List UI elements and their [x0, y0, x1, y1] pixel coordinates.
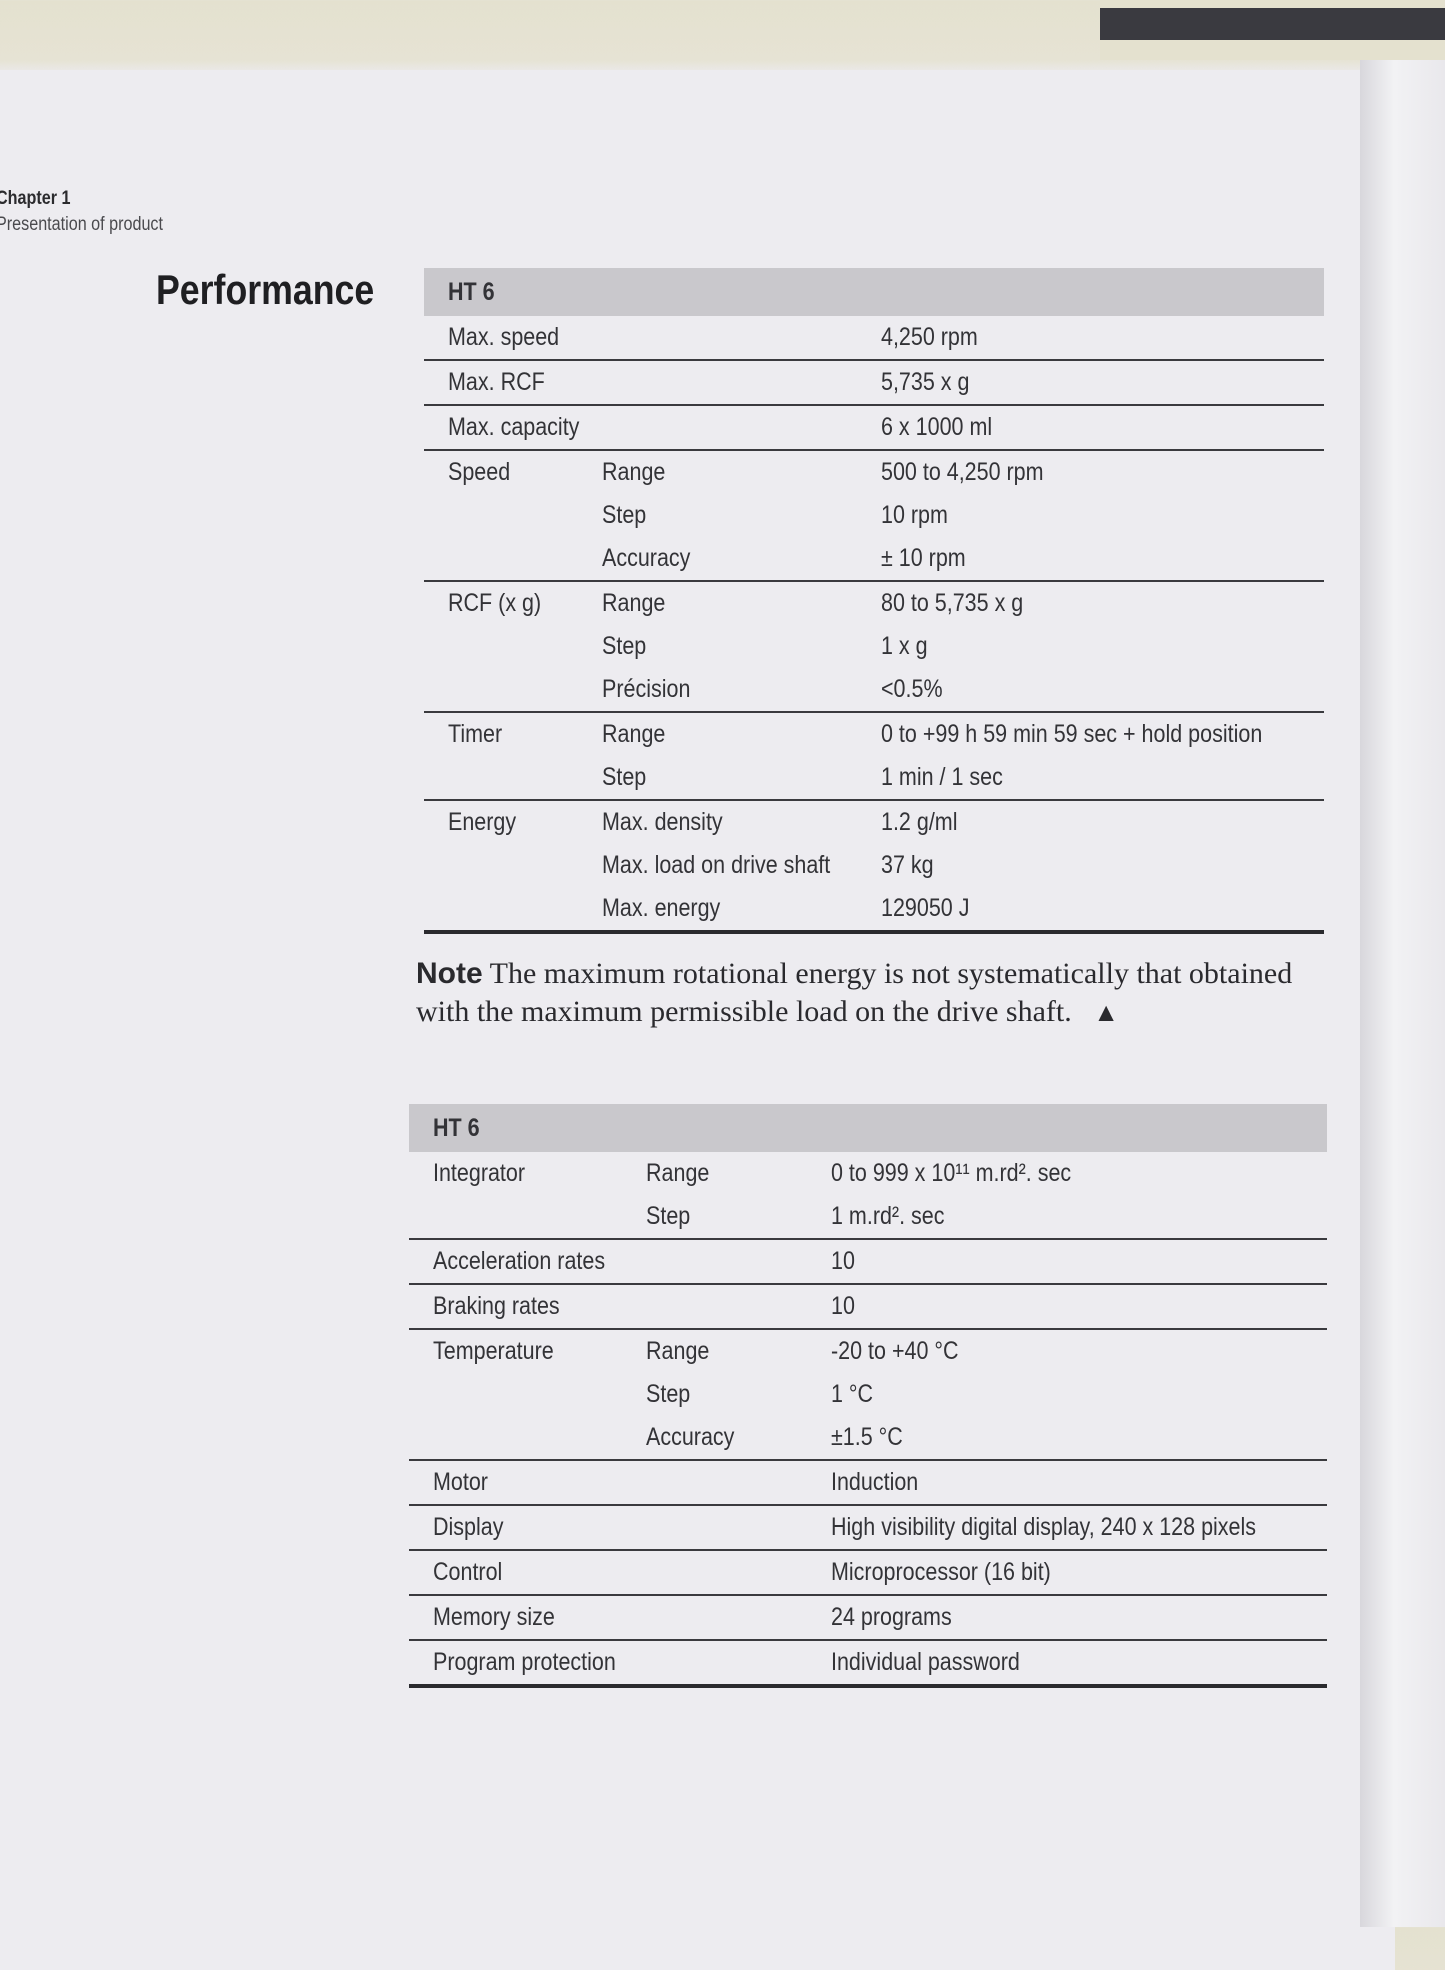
row-value: 500 to 4,250 rpm [880, 458, 1044, 486]
table-row: RCF (x g) Range 80 to 5,735 x g [424, 580, 1324, 625]
table-row: Step 10 rpm [424, 494, 1324, 537]
table-row: Display High visibility digital display, … [409, 1504, 1327, 1550]
row-value: 1 m.rd². sec [830, 1202, 945, 1230]
row-sublabel: Range [645, 1159, 709, 1187]
row-sublabel: Précision [602, 675, 691, 703]
end-triangle-icon: ▲ [1093, 998, 1119, 1027]
row-value: -20 to +40 °C [830, 1337, 959, 1365]
row-value: High visibility digital display, 240 x 1… [830, 1513, 1256, 1541]
row-value: Microprocessor (16 bit) [830, 1558, 1051, 1586]
table-row: Control Microprocessor (16 bit) [409, 1549, 1327, 1595]
table-row: Précision <0.5% [424, 668, 1324, 712]
table-row: Integrator Range 0 to 999 x 10¹¹ m.rd². se… [409, 1152, 1327, 1195]
row-label: Display [433, 1513, 504, 1541]
chapter-subtitle: Presentation of product [0, 214, 163, 235]
row-value: 4,250 rpm [880, 323, 978, 351]
row-value: 1.2 g/ml [880, 808, 958, 836]
row-sublabel: Step [602, 763, 647, 791]
row-sublabel: Step [645, 1202, 690, 1230]
row-value: <0.5% [880, 675, 943, 703]
table-row: Energy Max. density 1.2 g/ml [424, 799, 1324, 844]
row-value: 1 °C [830, 1380, 873, 1408]
table-title: HT 6 [433, 1113, 480, 1142]
row-sublabel: Max. energy [602, 894, 721, 922]
row-label: Temperature [433, 1337, 554, 1365]
row-label: Acceleration rates [433, 1247, 606, 1275]
row-label: Control [433, 1558, 503, 1586]
row-label: Timer [448, 720, 503, 748]
table-title: HT 6 [448, 277, 495, 306]
table-row: Step 1 °C [409, 1373, 1327, 1416]
row-sublabel: Step [602, 501, 647, 529]
next-page-edge [1360, 60, 1445, 1927]
row-sublabel: Step [602, 632, 647, 660]
table-row: Max. RCF 5,735 x g [424, 359, 1324, 405]
row-sublabel: Range [602, 458, 666, 486]
row-value: 24 programs [830, 1603, 952, 1631]
row-label: Max. capacity [448, 413, 580, 441]
row-label: Memory size [433, 1603, 555, 1631]
chapter-label: Chapter 1 [0, 188, 71, 209]
performance-table: HT 6 Max. speed 4,250 rpm Max. RCF 5,735 x g… [424, 268, 1324, 934]
row-value: 0 to 999 x 10¹¹ m.rd². sec [830, 1159, 1071, 1187]
table-row: Max. speed 4,250 rpm [424, 316, 1324, 360]
row-value: 1 x g [880, 632, 928, 660]
table-row: Speed Range 500 to 4,250 rpm [424, 449, 1324, 494]
row-sublabel: Accuracy [602, 544, 691, 572]
row-sublabel: Range [602, 589, 666, 617]
specifications-table: HT 6 Integrator Range 0 to 999 x 10¹¹ m.rd²… [409, 1104, 1327, 1688]
table-row: Memory size 24 programs [409, 1594, 1327, 1640]
section-title: Performance [156, 266, 375, 313]
table-row: Accuracy ± 10 rpm [424, 537, 1324, 581]
table-row: Max. capacity 6 x 1000 ml [424, 404, 1324, 450]
row-value: 37 kg [880, 851, 934, 879]
table-row: Acceleration rates 10 [409, 1238, 1327, 1284]
table-row: Step 1 m.rd². sec [409, 1195, 1327, 1239]
table-row: Motor Induction [409, 1459, 1327, 1505]
table-row: Step 1 x g [424, 625, 1324, 668]
row-value: 10 [830, 1247, 855, 1275]
row-value: 80 to 5,735 x g [880, 589, 1023, 617]
row-value: 129050 J [880, 894, 970, 922]
note-label: Note [416, 957, 483, 990]
table-row: Temperature Range -20 to +40 °C [409, 1328, 1327, 1373]
row-sublabel: Range [645, 1337, 709, 1365]
table-header: HT 6 [409, 1104, 1327, 1152]
table-row: Accuracy ±1.5 °C [409, 1416, 1327, 1460]
row-label: Program protection [433, 1648, 616, 1676]
row-label: Speed [448, 458, 511, 486]
row-sublabel: Max. load on drive shaft [602, 851, 831, 879]
table-row: Step 1 min / 1 sec [424, 756, 1324, 800]
row-label: Max. speed [448, 323, 560, 351]
row-value: ± 10 rpm [880, 544, 966, 572]
row-label: RCF (x g) [448, 589, 542, 617]
row-sublabel: Step [645, 1380, 690, 1408]
row-sublabel: Max. density [602, 808, 724, 836]
row-value: 1 min / 1 sec [880, 763, 1003, 791]
row-label: Max. RCF [448, 368, 545, 396]
row-value: 0 to +99 h 59 min 59 sec + hold position [880, 720, 1262, 748]
note-text: The maximum rotational energy is not sys… [416, 957, 1293, 1028]
row-label: Integrator [433, 1159, 526, 1187]
row-sublabel: Accuracy [645, 1423, 735, 1451]
row-value: ±1.5 °C [830, 1423, 903, 1451]
row-value: Individual password [830, 1648, 1020, 1676]
background-object [1100, 0, 1445, 60]
table-row: Braking rates 10 [409, 1283, 1327, 1329]
row-label: Energy [448, 808, 517, 836]
table-row: Timer Range 0 to +99 h 59 min 59 sec + hol… [424, 711, 1324, 756]
row-sublabel: Range [602, 720, 666, 748]
row-value: 6 x 1000 ml [880, 413, 992, 441]
table-row: Program protection Individual password [409, 1639, 1327, 1688]
table-row: Max. load on drive shaft 37 kg [424, 844, 1324, 887]
row-value: Induction [830, 1468, 918, 1496]
table-header: HT 6 [424, 268, 1324, 316]
table-row: Max. energy 129050 J [424, 887, 1324, 934]
row-value: 5,735 x g [880, 368, 970, 396]
row-value: 10 [830, 1292, 855, 1320]
note: Note The maximum rotational energy is no… [416, 955, 1296, 1032]
row-value: 10 rpm [880, 501, 948, 529]
row-label: Motor [433, 1468, 488, 1496]
row-label: Braking rates [433, 1292, 560, 1320]
